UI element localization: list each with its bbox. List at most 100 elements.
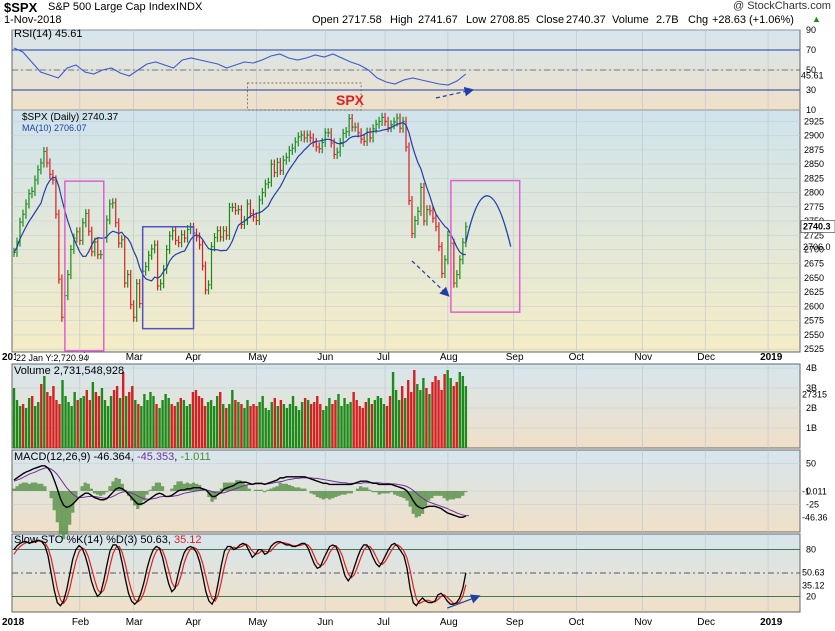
volume-bar	[27, 398, 31, 448]
macd-histogram-bar	[427, 491, 431, 501]
macd-histogram-bar	[331, 491, 335, 499]
macd-histogram-bar	[24, 482, 28, 491]
volume-bar	[258, 402, 261, 448]
sto-title: Slow STO %K(14) %D(3) 50.63, 35.12	[14, 534, 202, 546]
volume-tick-label: 3B	[806, 383, 817, 393]
sto-up-arrow	[447, 594, 481, 609]
macd-histogram-bar	[40, 483, 44, 491]
price-x-label: May	[248, 352, 267, 363]
hist-value: -1.011	[180, 451, 211, 463]
volume-bar	[85, 390, 88, 448]
macd-histogram-bar	[309, 491, 313, 494]
volume-bar	[428, 394, 431, 448]
macd-histogram-bar	[253, 489, 257, 491]
volume-bar	[252, 404, 255, 448]
macd-histogram-bar	[142, 491, 146, 501]
macd-tick-label: 0	[806, 486, 811, 496]
macd-histogram-bar	[173, 484, 177, 491]
volume-bar	[228, 404, 231, 448]
macd-histogram-bar	[454, 491, 459, 499]
volume-bar	[461, 376, 465, 448]
macd-histogram-bar	[182, 483, 186, 491]
macd-histogram-bar	[154, 482, 158, 491]
volume-bar	[455, 382, 458, 448]
macd-histogram-bar	[102, 491, 106, 495]
volume-bar	[379, 398, 383, 448]
macd-histogram-bar	[108, 486, 112, 491]
macd-histogram-bar	[405, 491, 409, 501]
macd-histogram-bar	[30, 482, 35, 491]
bottom-x-label: Feb	[72, 617, 90, 628]
bottom-x-label: Oct	[569, 617, 585, 628]
volume-bar	[121, 372, 125, 448]
symbol-label: $SPX	[4, 0, 38, 15]
price-x-label: Nov	[634, 352, 652, 363]
volume-bar	[231, 390, 234, 448]
macd-histogram-bar	[424, 491, 428, 507]
macd-histogram-bar	[275, 486, 279, 491]
volume-bar	[313, 402, 316, 448]
macd-histogram-bar	[349, 491, 353, 494]
price-tick-label: 2925	[804, 116, 824, 126]
volume-bar	[128, 392, 131, 448]
sto-d-last-label: 35.12	[802, 581, 825, 591]
macd-tick-label: -25	[806, 500, 819, 510]
macd-histogram-bar	[12, 488, 16, 491]
volume-bar	[191, 392, 195, 448]
volume-bar	[100, 388, 104, 448]
volume-bar	[419, 390, 422, 448]
macd-histogram-bar	[374, 491, 378, 493]
price-x-label: Apr	[186, 352, 202, 363]
signal-value: -45.353	[136, 451, 175, 463]
volume-bar	[79, 398, 82, 448]
macd-last-label: -46.36	[802, 512, 828, 522]
rsi-tick-label: 90	[806, 25, 816, 35]
volume-bar	[282, 404, 286, 448]
volume-bar	[106, 406, 110, 448]
rsi-title: RSI(14) 45.61	[14, 28, 83, 40]
volume-bar	[285, 408, 289, 448]
volume-bar	[91, 382, 95, 448]
pink-box-feb	[64, 180, 105, 352]
macd-histogram-bar	[420, 491, 425, 514]
volume-bar	[97, 396, 101, 448]
volume-bar	[352, 392, 355, 448]
macd-histogram-bar	[389, 491, 394, 493]
macd-histogram-bar	[256, 489, 261, 491]
volume-bar	[316, 396, 319, 448]
macd-histogram-bar	[34, 482, 38, 491]
macd-histogram-bar	[15, 486, 19, 491]
volume-bar	[194, 390, 198, 448]
date-label: 1-Nov-2018	[4, 14, 62, 26]
macd-histogram-bar	[287, 484, 292, 491]
ma-title: MA(10) 2706.07	[22, 123, 87, 133]
macd-histogram-bar	[145, 491, 149, 495]
volume-bar	[449, 378, 452, 448]
macd-histogram-bar	[74, 491, 78, 501]
volume-bar	[270, 402, 273, 448]
ma-price-label: 2706.0	[803, 242, 831, 252]
macd-histogram-bar	[130, 491, 134, 501]
bottom-x-label: Dec	[697, 617, 715, 628]
chg-label: Chg	[688, 14, 709, 26]
volume-last-label: 27315	[802, 389, 827, 399]
macd-signal-line	[13, 467, 469, 517]
macd-histogram-bar	[68, 491, 72, 525]
volume-bar	[367, 398, 371, 448]
macd-histogram-bar	[176, 481, 180, 491]
volume-bar	[385, 406, 389, 448]
volume-bar	[255, 406, 258, 448]
price-tick-label: 2550	[804, 330, 824, 340]
volume-bar	[134, 400, 137, 448]
volume-bar	[143, 394, 146, 448]
volume-bar	[346, 404, 349, 448]
macd-histogram-bar	[219, 488, 223, 491]
volume-bar	[446, 370, 449, 448]
chg-value: +28.63 (+1.06%)	[712, 14, 794, 26]
macd-histogram-bar	[86, 483, 90, 491]
macd-histogram-bar	[222, 482, 227, 491]
macd-histogram-bar	[297, 487, 301, 491]
macd-histogram-bar	[393, 491, 397, 495]
volume-bar	[309, 404, 313, 448]
macd-histogram-bar	[294, 487, 298, 491]
